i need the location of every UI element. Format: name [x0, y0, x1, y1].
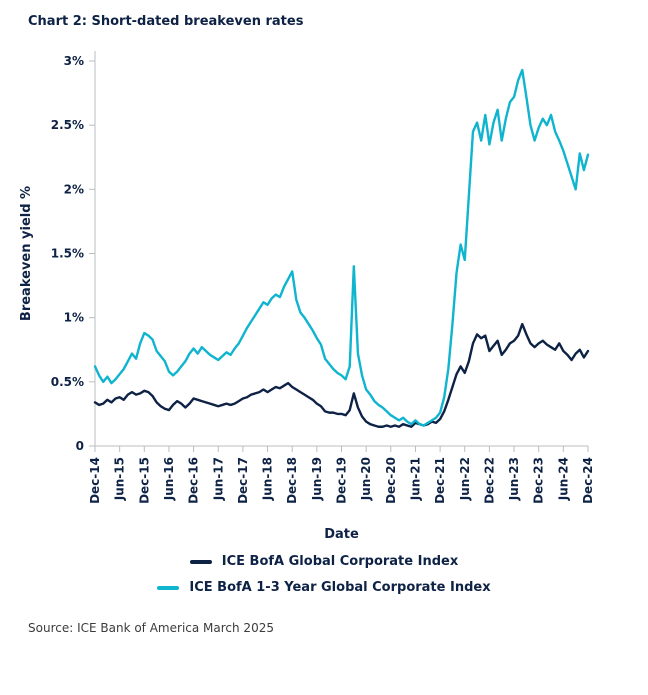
svg-text:Dec-17: Dec-17 — [236, 457, 250, 504]
legend-item-1-3-year-global-corporate: ICE BofA 1-3 Year Global Corporate Index — [157, 580, 491, 595]
chart-svg: 0 0.5% 1% 1.5% 2% 2.5% 3% Dec-14 Jun-15 Dec-15 Jun… — [19, 51, 595, 542]
legend: ICE BofA Global Corporate Index ICE BofA… — [0, 554, 648, 595]
svg-text:Jun-15: Jun-15 — [113, 457, 127, 501]
svg-text:Jun-20: Jun-20 — [359, 457, 373, 501]
svg-text:1.5%: 1.5% — [51, 247, 84, 261]
legend-label-1-3-year-global-corporate: ICE BofA 1-3 Year Global Corporate Index — [189, 580, 491, 595]
source-note: Source: ICE Bank of America March 2025 — [28, 621, 274, 635]
legend-marker-navy-line — [189, 559, 212, 564]
svg-text:Jun-18: Jun-18 — [261, 457, 275, 501]
legend-label-global-corporate: ICE BofA Global Corporate Index — [221, 554, 459, 569]
svg-text:Dec-22: Dec-22 — [482, 457, 496, 504]
svg-text:Jun-24: Jun-24 — [556, 457, 570, 501]
svg-text:Jun-23: Jun-23 — [507, 457, 521, 501]
svg-text:Dec-18: Dec-18 — [285, 457, 299, 504]
svg-text:Dec-14: Dec-14 — [88, 457, 102, 504]
svg-text:2%: 2% — [64, 182, 84, 196]
legend-item-global-corporate: ICE BofA Global Corporate Index — [189, 554, 459, 569]
svg-text:Jun-16: Jun-16 — [162, 457, 176, 501]
svg-text:2.5%: 2.5% — [51, 118, 84, 132]
svg-text:Jun-19: Jun-19 — [310, 457, 324, 501]
svg-text:Dec-16: Dec-16 — [187, 457, 201, 504]
svg-text:3%: 3% — [64, 54, 84, 68]
svg-text:1%: 1% — [64, 311, 84, 325]
svg-text:Jun-21: Jun-21 — [408, 457, 422, 501]
svg-text:Breakeven yield %: Breakeven yield % — [19, 186, 34, 321]
svg-text:Dec-15: Dec-15 — [137, 457, 151, 504]
svg-text:0: 0 — [76, 439, 84, 453]
chart-title: Chart 2: Short-dated breakeven rates — [28, 14, 304, 29]
svg-text:Dec-20: Dec-20 — [384, 457, 398, 504]
svg-text:0.5%: 0.5% — [51, 375, 84, 389]
svg-text:Dec-19: Dec-19 — [335, 457, 349, 504]
svg-text:Date: Date — [324, 527, 359, 542]
svg-text:Jun-17: Jun-17 — [211, 457, 225, 501]
svg-text:Jun-22: Jun-22 — [458, 457, 472, 501]
svg-text:Dec-24: Dec-24 — [581, 457, 595, 504]
svg-text:Dec-23: Dec-23 — [532, 457, 546, 504]
svg-text:Dec-21: Dec-21 — [433, 457, 447, 504]
legend-marker-cyan-line — [157, 585, 180, 590]
